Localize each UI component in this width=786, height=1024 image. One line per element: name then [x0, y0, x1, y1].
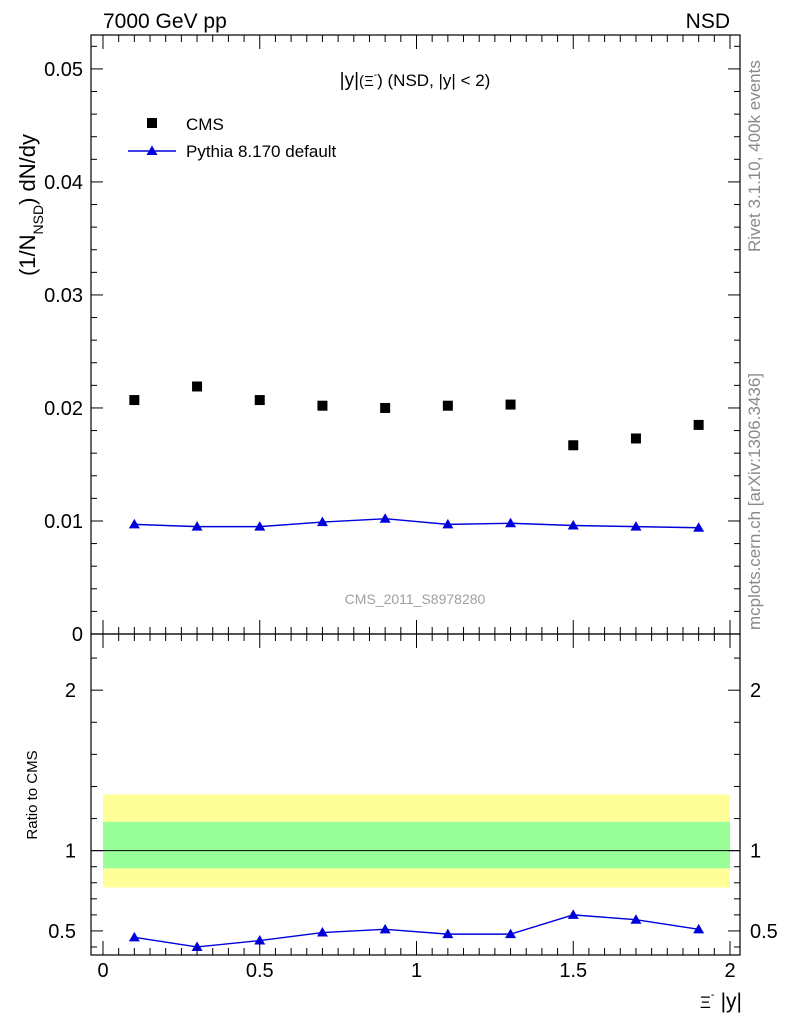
main-ytick-labels: 0 0.01 0.02 0.03 0.04 0.05 [44, 59, 83, 646]
main-ytick-label: 0.02 [44, 398, 83, 420]
main-ylabel: (1/NNSD) dN/dy [15, 134, 46, 276]
ylabel-rest: ) dN/dy [15, 134, 40, 205]
ratio-xlabel: Ξ- |y| [700, 989, 742, 1013]
header-process: NSD [686, 10, 730, 33]
main-panel: 0 0.01 0.02 0.03 0.04 0.05 |y|(Ξ-) (NSD, |y| … [15, 34, 741, 646]
pythia-point [630, 521, 642, 531]
mcplots-label: mcplots.cern.ch [arXiv:1306.3436] [745, 373, 764, 630]
cms-point [380, 402, 391, 413]
ratio-ylabel: Ratio to CMS [24, 750, 41, 839]
ratio-frame [90, 633, 741, 956]
pythia-point [567, 520, 579, 530]
rivet-label: Rivet 3.1.10, 400k events [745, 60, 764, 252]
ratio-ticks [91, 634, 740, 955]
main-data-layer [128, 381, 705, 532]
pythia-point [316, 516, 328, 527]
cms-point [129, 395, 140, 406]
cms-point [505, 399, 516, 410]
ratio-pythia-point [505, 928, 517, 939]
pythia-point [505, 517, 517, 528]
ylabel-start: (1/N [15, 234, 40, 276]
xlabel-sup: - [711, 989, 715, 1001]
pythia-point [191, 521, 203, 531]
cms-point [254, 395, 265, 406]
ratio-pythia-point [567, 909, 579, 919]
ratio-panel: 0.5 0.5 1 1 2 2 0 0.5 1 1.5 2 Ratio to CMS Ξ- |y| [24, 633, 778, 1013]
cms-point [693, 419, 704, 430]
main-ytick-label: 0.05 [44, 59, 83, 81]
ratio-ytick-label-right: 0.5 [750, 921, 778, 943]
pythia-point [693, 522, 705, 532]
ratio-pythia-point [191, 941, 203, 951]
xtick-label: 2 [724, 960, 735, 982]
ratio-ytick-label-right: 2 [750, 680, 761, 702]
xtick-labels: 0 0.5 1 1.5 2 [97, 960, 735, 982]
ratio-pythia-point [128, 931, 140, 942]
ratio-ytick-label: 0.5 [48, 921, 76, 943]
main-ytick-label: 0.03 [44, 285, 83, 307]
legend-pythia-label: Pythia 8.170 default [186, 142, 337, 161]
xlabel-rest: |y| [721, 990, 742, 1013]
ratio-pythia-line [134, 914, 699, 948]
analysis-watermark: CMS_2011_S8978280 [345, 591, 486, 607]
main-ytick-label: 0.04 [44, 172, 83, 194]
title-sup: - [374, 70, 377, 81]
ratio-data-layer [91, 794, 740, 951]
main-ticks [91, 35, 740, 635]
legend-cms-marker [147, 118, 157, 128]
xtick-label: 0.5 [246, 960, 274, 982]
xlabel-symbol: Ξ [700, 993, 711, 1012]
pythia-point [442, 518, 454, 529]
ratio-ytick-label-right: 1 [750, 841, 761, 863]
main-ytick-label: 0 [72, 624, 83, 646]
title-rest: ) (NSD, |y| < 2) [377, 71, 490, 90]
cms-point [630, 433, 641, 444]
ylabel-sub: NSD [30, 205, 46, 235]
cms-point [442, 400, 453, 411]
ratio-pythia-point [630, 914, 642, 924]
plot-title: |y|(Ξ-) (NSD, |y| < 2) [340, 70, 491, 91]
ratio-ytick-label: 1 [65, 841, 76, 863]
xtick-label: 1.5 [559, 960, 587, 982]
title-main: |y| [340, 70, 359, 91]
pythia-point [128, 518, 140, 529]
title-paren: (Ξ [359, 73, 374, 90]
xtick-label: 1 [411, 960, 422, 982]
ratio-pythia-point [693, 923, 705, 934]
main-ytick-label: 0.01 [44, 511, 83, 533]
cms-point [317, 400, 328, 411]
ratio-pythia-point [442, 928, 454, 939]
ratio-ytick-labels: 0.5 0.5 1 1 2 2 [48, 680, 778, 943]
cms-point [192, 381, 203, 392]
legend: CMS Pythia 8.170 default [128, 115, 337, 161]
header-energy: 7000 GeV pp [103, 10, 227, 33]
legend-pythia-marker [146, 145, 158, 155]
cms-point [568, 440, 579, 451]
ratio-pythia-point [316, 927, 328, 937]
ratio-pythia-point [379, 923, 391, 934]
pythia-point [379, 513, 391, 523]
ratio-band-green [103, 821, 730, 869]
pythia-line [134, 518, 699, 529]
pythia-point [254, 521, 266, 531]
legend-cms-label: CMS [186, 115, 224, 134]
ratio-pythia-point [254, 935, 266, 945]
xtick-label: 0 [97, 960, 108, 982]
ratio-ytick-label: 2 [65, 680, 76, 702]
